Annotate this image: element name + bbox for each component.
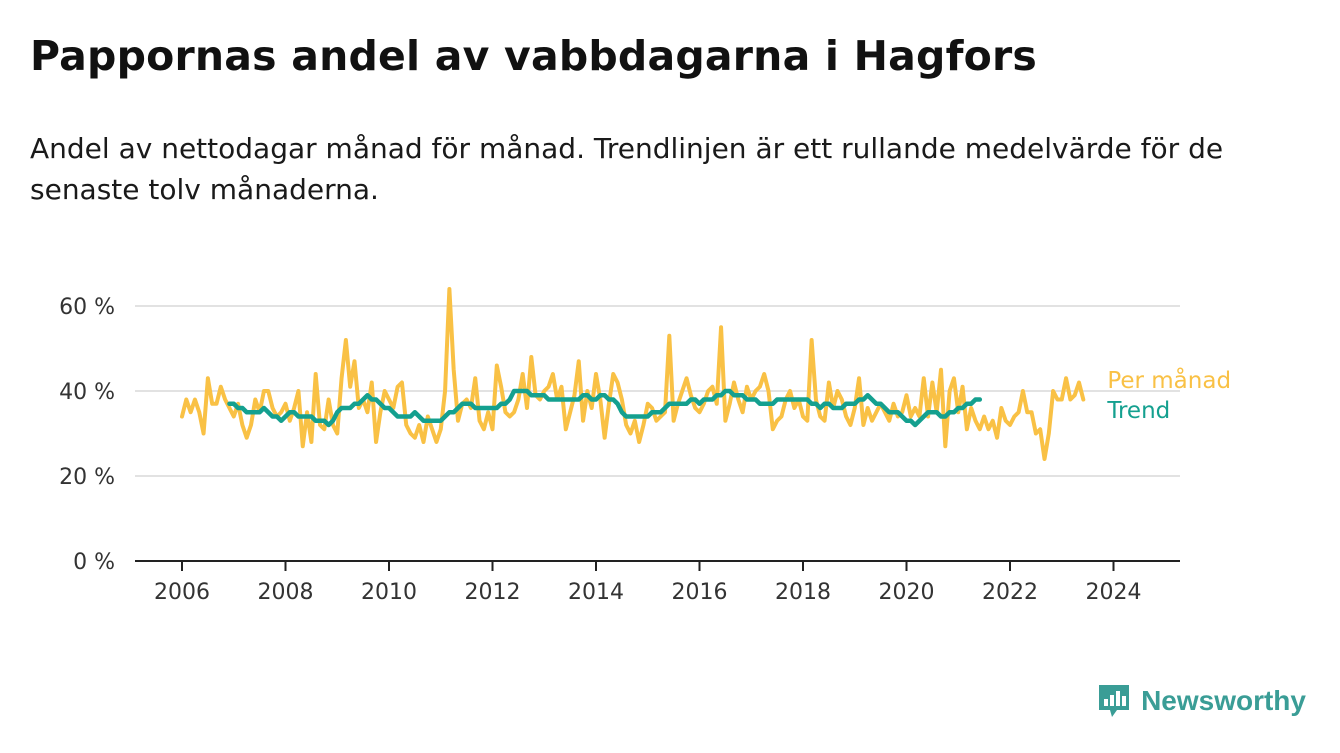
x-tick-labels: 2006 2008 2010 2012 2014 2016 2018 2020 2022 2024 [154, 561, 1142, 605]
series-lines [180, 287, 1086, 461]
x-tick-label: 2016 [672, 580, 728, 605]
x-tick-label: 2022 [982, 580, 1038, 605]
y-tick-label: 0 % [73, 550, 115, 575]
y-tick-labels: 0 % 20 % 40 % 60 % [59, 295, 115, 575]
series-line-trend [227, 388, 983, 428]
x-tick-label: 2014 [568, 580, 624, 605]
x-tick-label: 2006 [154, 580, 210, 605]
legend-label-per-manad: Per månad [1107, 366, 1231, 394]
x-tick-label: 2018 [775, 580, 831, 605]
newsworthy-logo-icon [1099, 685, 1130, 717]
x-tick-label: 2010 [361, 580, 417, 605]
x-tick-label: 2008 [258, 580, 314, 605]
x-tick-label: 2012 [465, 580, 521, 605]
gridlines [135, 305, 1180, 562]
chart-subtitle: Andel av nettodagar månad för månad. Tre… [30, 132, 1224, 206]
legend: Per månad Trend [1106, 366, 1231, 424]
brand-name: Newsworthy [1141, 685, 1306, 716]
legend-label-trend: Trend [1106, 398, 1170, 424]
chart-title: Pappornas andel av vabbdagarna i Hagfors [30, 32, 1037, 80]
brand: Newsworthy [1097, 683, 1306, 719]
x-tick-label: 2024 [1086, 580, 1142, 605]
y-tick-label: 60 % [59, 295, 115, 320]
y-tick-label: 20 % [59, 465, 115, 490]
series-line-per-manad [180, 287, 1086, 461]
y-tick-label: 40 % [59, 380, 115, 405]
x-tick-label: 2020 [879, 580, 935, 605]
